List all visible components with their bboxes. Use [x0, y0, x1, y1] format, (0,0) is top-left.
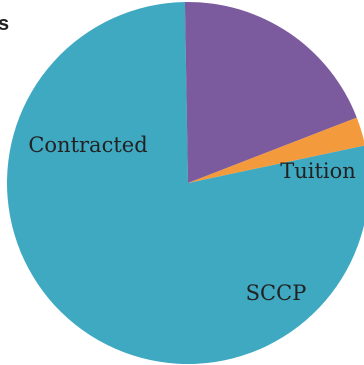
pie-slice-contracted [7, 2, 364, 365]
slice-label-contracted: Contracted [28, 133, 147, 157]
pie-slice-sccp [188, 117, 364, 183]
pie-slices [7, 2, 364, 365]
pie-labels: Contracted Tuition SCCP [28, 133, 355, 305]
slice-label-sccp: SCCP [246, 281, 307, 305]
partial-chart-title: s [0, 13, 9, 35]
pie-slice-tuition [184, 2, 357, 184]
slice-label-tuition: Tuition [280, 159, 356, 183]
